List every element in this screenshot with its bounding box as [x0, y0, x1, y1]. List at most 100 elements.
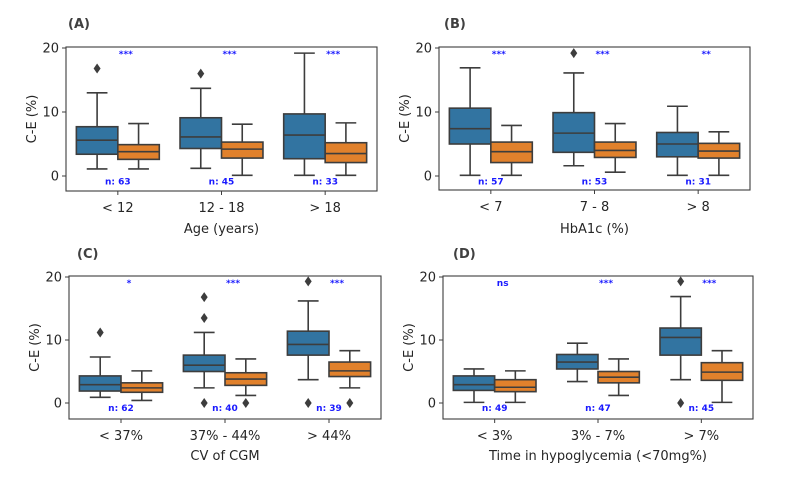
x-axis-label: Age (years): [184, 222, 259, 237]
outlier-point: [677, 276, 685, 287]
box-group1-0: [452, 368, 496, 404]
box-iqr: [220, 141, 264, 159]
y-tick-label: 20: [42, 42, 59, 57]
n-count-label: n: 49: [482, 404, 508, 414]
box-iqr: [282, 113, 326, 160]
panel-a: (A) Age (years) C-E (%) 0 10 20 < 12 12 - 18…: [25, 17, 378, 237]
y-axis-label: C-E (%): [25, 95, 40, 144]
outlier-point: [304, 276, 312, 287]
x-tick-label: 7 - 8: [580, 200, 610, 215]
outlier-point: [200, 312, 208, 323]
box-iqr: [182, 354, 226, 373]
box-iqr: [78, 375, 122, 392]
significance-label: ***: [222, 50, 236, 60]
panel-label: (D): [453, 247, 476, 262]
n-count-label: n: 33: [312, 177, 338, 187]
y-axis-label: C-E (%): [28, 323, 43, 372]
x-tick-label: < 12: [102, 201, 134, 216]
box-group1-1: [552, 48, 596, 167]
box-group2-1: [220, 123, 264, 177]
significance-label: *: [127, 279, 132, 289]
box-iqr: [493, 378, 537, 393]
n-count-label: n: 53: [582, 177, 608, 187]
box-group1-2: [282, 52, 326, 177]
n-count-label: n: 62: [108, 404, 134, 414]
panel-label: (B): [444, 17, 466, 32]
box-group1-2: [286, 276, 330, 408]
panel-c: (C) CV of CGM C-E (%) 0 10 20 < 37% 37% - 44…: [28, 247, 382, 464]
box-group2-0: [117, 122, 161, 170]
n-count-label: n: 45: [209, 177, 235, 187]
outlier-point: [304, 398, 312, 408]
y-tick-label: 0: [424, 170, 432, 185]
outlier-point: [197, 68, 205, 79]
y-tick-label: 20: [419, 271, 436, 286]
x-tick-label: > 8: [687, 200, 710, 215]
panel-label: (C): [77, 247, 98, 262]
box-group2-1: [597, 358, 641, 397]
outlier-point: [200, 398, 208, 408]
significance-label: ***: [226, 279, 240, 289]
outlier-point: [242, 398, 250, 408]
box-group1-1: [555, 342, 599, 383]
significance-label: ***: [330, 279, 344, 289]
box-group1-1: [182, 292, 226, 408]
y-tick-label: 20: [45, 271, 62, 286]
x-tick-label: > 44%: [307, 429, 351, 444]
significance-label: ***: [599, 279, 613, 289]
y-tick-label: 10: [415, 106, 432, 121]
x-axis-label: HbA1c (%): [560, 222, 629, 237]
y-tick-label: 0: [54, 397, 62, 412]
y-tick-label: 20: [415, 42, 432, 57]
n-count-label: n: 57: [478, 177, 504, 187]
x-tick-label: < 37%: [99, 429, 143, 444]
x-tick-label: > 7%: [684, 429, 720, 444]
significance-label: ***: [595, 50, 609, 60]
y-tick-label: 10: [419, 334, 436, 349]
panel-d: (D) Time in hypoglycemia (<70mg%) C-E (%…: [402, 247, 754, 464]
box-group1-2: [655, 105, 699, 177]
y-axis-label: C-E (%): [398, 94, 413, 143]
x-tick-label: 3% - 7%: [571, 429, 625, 444]
box-group1-2: [659, 276, 703, 408]
n-count-label: n: 40: [212, 404, 238, 414]
significance-label: ***: [119, 50, 133, 60]
box-group2-2: [328, 349, 372, 408]
x-tick-label: < 3%: [477, 429, 513, 444]
box-group2-0: [490, 124, 534, 177]
n-count-label: n: 39: [316, 404, 342, 414]
x-tick-label: < 7: [479, 200, 502, 215]
box-iqr: [328, 361, 372, 378]
x-tick-label: 12 - 18: [198, 201, 244, 216]
significance-label: **: [701, 50, 711, 60]
outlier-point: [346, 398, 354, 408]
outlier-point: [93, 63, 101, 74]
box-group2-2: [697, 131, 741, 177]
box-iqr: [452, 375, 496, 392]
n-count-label: n: 31: [685, 177, 711, 187]
significance-label: ns: [497, 279, 509, 289]
box-group2-0: [493, 370, 537, 404]
box-group1-0: [448, 67, 492, 177]
x-tick-label: 37% - 44%: [190, 429, 261, 444]
x-tick-label: > 18: [309, 201, 341, 216]
box-group2-0: [120, 370, 164, 402]
axes-frame: [68, 275, 382, 420]
outlier-point: [96, 327, 104, 338]
y-tick-label: 0: [51, 170, 59, 185]
n-count-label: n: 63: [105, 177, 131, 187]
box-group1-0: [78, 327, 122, 399]
y-tick-label: 10: [45, 334, 62, 349]
axes-frame: [442, 275, 754, 420]
y-tick-label: 10: [42, 106, 59, 121]
box-group2-2: [324, 122, 368, 177]
outlier-point: [677, 398, 685, 408]
significance-label: ***: [492, 50, 506, 60]
n-count-label: n: 45: [688, 404, 714, 414]
x-axis-label: Time in hypoglycemia (<70mg%): [488, 449, 707, 464]
box-group2-1: [224, 358, 268, 408]
outlier-point: [570, 48, 578, 59]
box-iqr: [448, 107, 492, 145]
box-iqr: [324, 141, 368, 164]
